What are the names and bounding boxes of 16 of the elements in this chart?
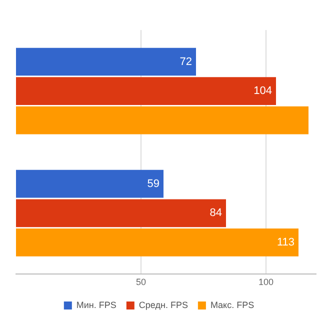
bar [16, 106, 308, 134]
legend-label: Макс. FPS [210, 300, 254, 310]
bar [16, 228, 298, 256]
data-label: 104 [254, 85, 272, 98]
legend-label: Средн. FPS [138, 300, 188, 310]
legend-label: Мин. FPS [76, 300, 116, 310]
bar [16, 170, 164, 198]
data-label: 72 [180, 56, 192, 68]
bar [16, 48, 196, 76]
bar [16, 199, 226, 228]
data-label: 84 [210, 207, 222, 220]
x-tick-label: 50 [136, 277, 146, 288]
x-tick-label: 100 [258, 277, 274, 288]
bar [16, 77, 276, 105]
data-label: 59 [147, 178, 160, 190]
data-label: 113 [276, 236, 294, 248]
